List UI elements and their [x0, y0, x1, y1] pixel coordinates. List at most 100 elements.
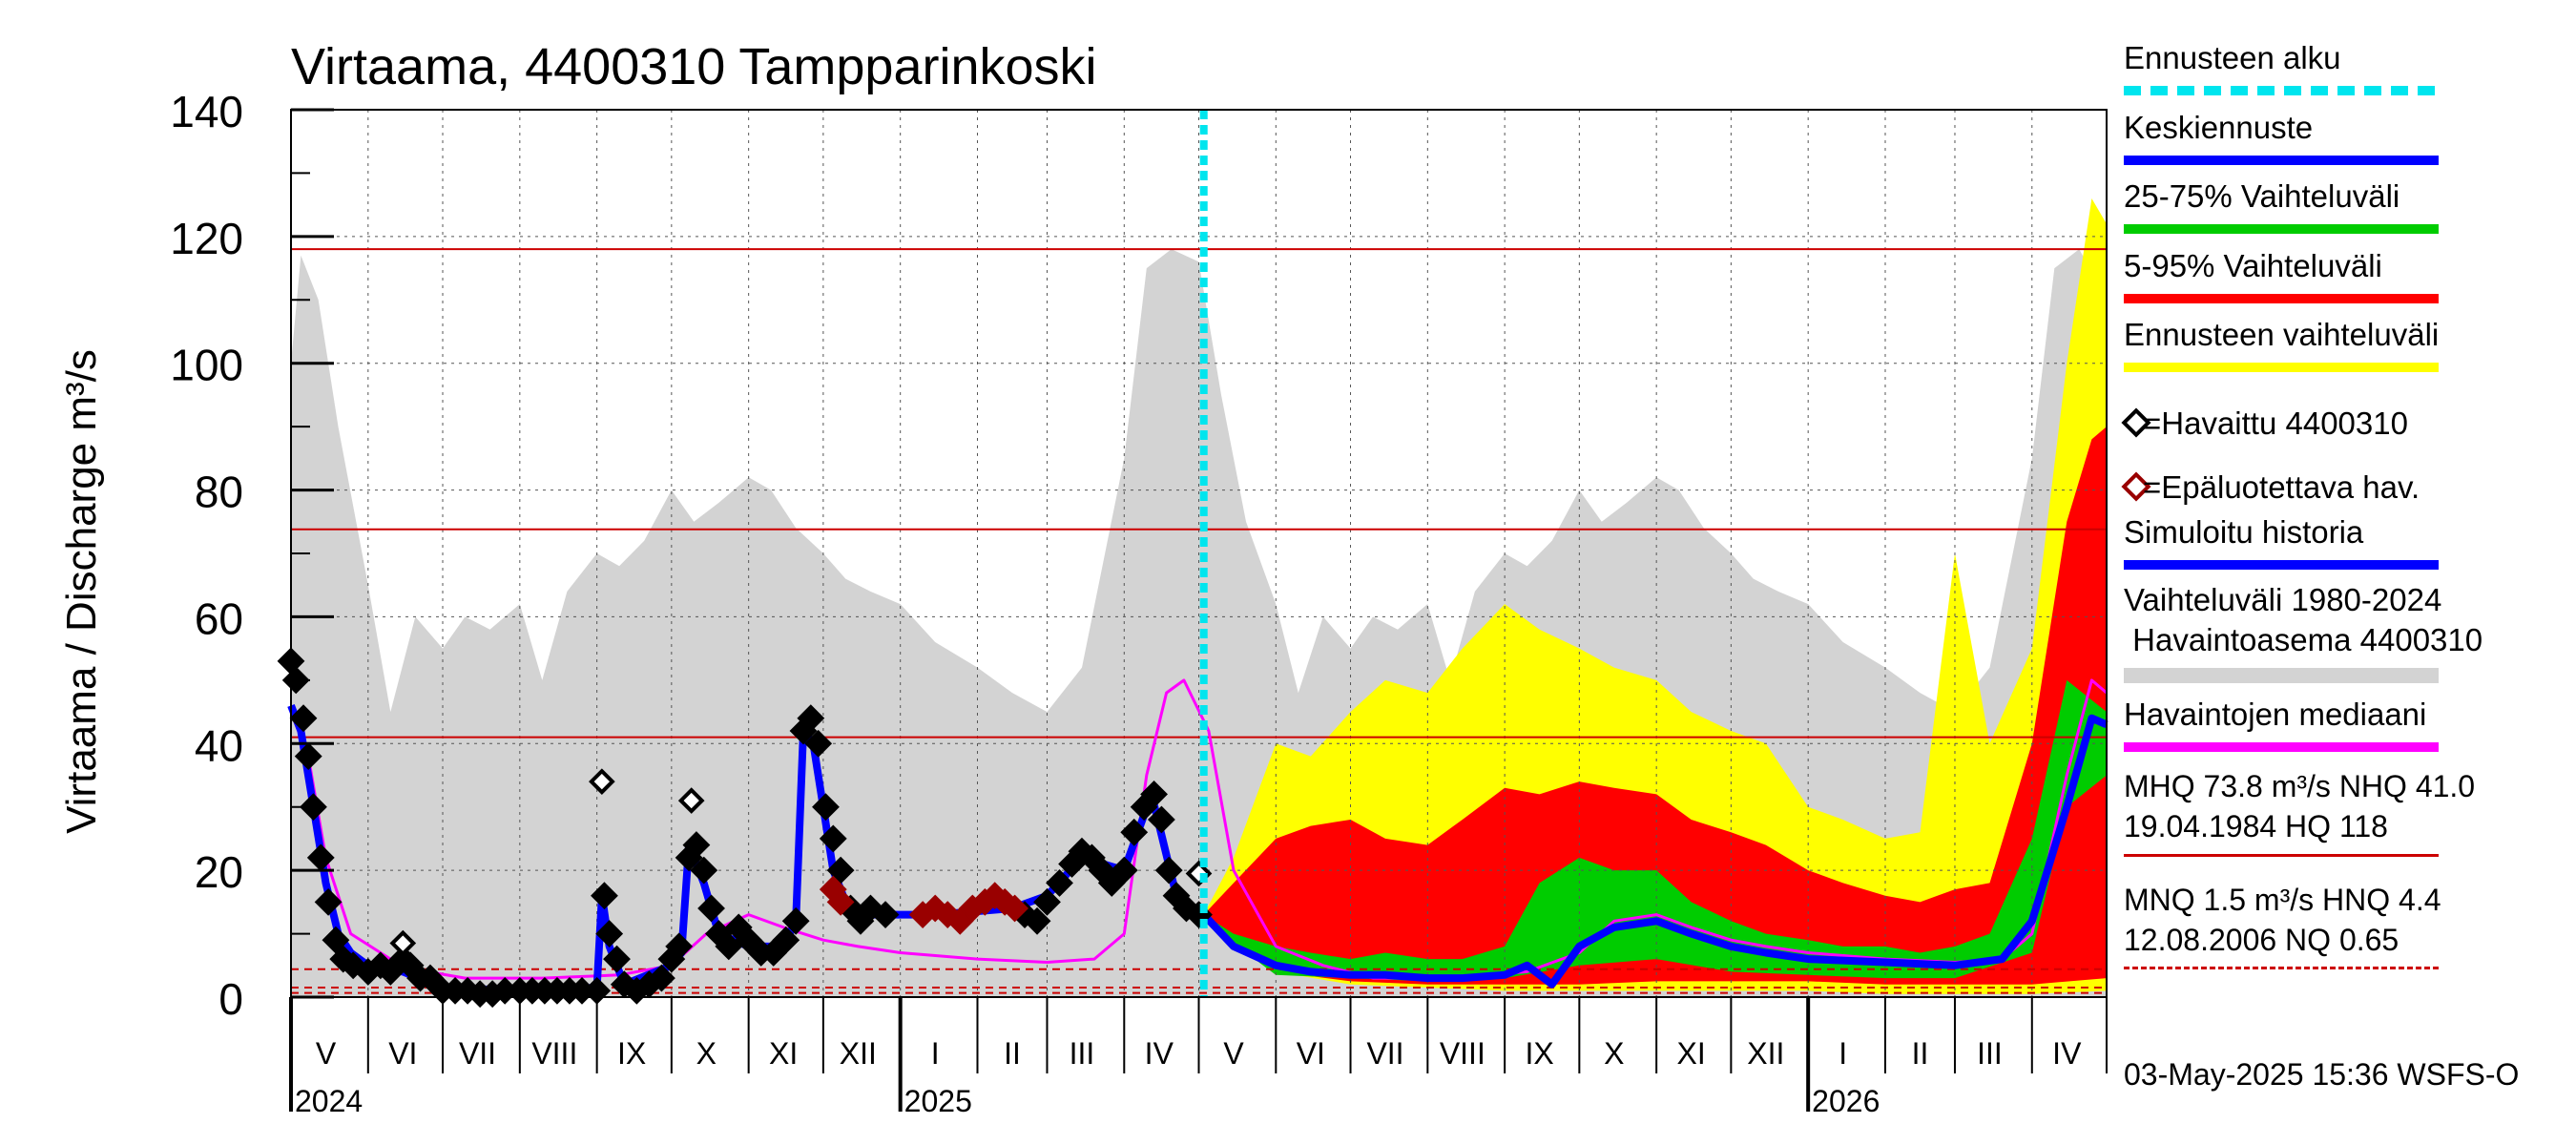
observation-marker	[1046, 869, 1073, 897]
y-tick-label: 40	[195, 720, 243, 770]
timestamp: 03-May-2025 15:36 WSFS-O	[2124, 1057, 2520, 1092]
legend-label: 5-95% Vaihteluväli	[2124, 248, 2382, 283]
observation-marker	[294, 742, 322, 770]
legend-swatch	[2124, 742, 2439, 752]
observation-marker	[812, 793, 840, 822]
x-month-label: X	[696, 1036, 717, 1071]
observation-marker	[690, 856, 718, 885]
legend-swatch	[2124, 224, 2439, 234]
x-month-label: III	[1977, 1036, 2003, 1071]
x-month-label: VIII	[1440, 1036, 1485, 1071]
observation-marker	[1110, 856, 1138, 885]
legend-label: =Havaittu 4400310	[2143, 406, 2408, 441]
legend-label: 25-75% Vaihteluväli	[2124, 178, 2400, 214]
observation-marker	[1140, 781, 1168, 808]
legend-label: =Epäluotettava hav.	[2143, 469, 2420, 505]
observation-marker	[1001, 894, 1029, 923]
legend-swatch	[2124, 156, 2439, 165]
legend-label: Simuloitu historia	[2124, 514, 2364, 550]
median-line	[289, 678, 2108, 980]
x-month-label: V	[316, 1036, 337, 1071]
observation-marker	[772, 926, 800, 954]
x-month-label: X	[1604, 1036, 1624, 1071]
observation-marker	[1023, 906, 1051, 935]
observation-marker	[648, 964, 675, 992]
x-month-label: V	[1223, 1036, 1244, 1071]
y-tick-label: 100	[170, 341, 243, 390]
observation-marker	[591, 882, 618, 910]
observation-marker	[819, 824, 847, 853]
observation-marker	[339, 951, 367, 980]
legend-label: Ennusteen vaihteluväli	[2124, 317, 2440, 352]
legend-swatch	[2124, 294, 2439, 303]
stats-hq: 19.04.1984 HQ 118	[2124, 809, 2388, 843]
observation-marker	[289, 704, 318, 733]
x-month-label: VI	[1297, 1036, 1325, 1071]
x-year-label: 2025	[904, 1084, 972, 1118]
legend-label: Ennusteen alku	[2124, 40, 2341, 75]
x-month-label: VI	[388, 1036, 417, 1071]
y-tick-label: 140	[170, 87, 243, 136]
legend-swatch	[2124, 363, 2439, 372]
legend-label: Havaintojen mediaani	[2124, 697, 2427, 732]
observation-marker	[715, 932, 743, 961]
unreliable-markers	[819, 875, 1029, 935]
x-month-label: XII	[1747, 1036, 1784, 1071]
observation-marker	[697, 894, 725, 923]
y-tick-label: 60	[195, 593, 243, 643]
x-year-label: 2026	[1812, 1084, 1880, 1118]
stats-mhq: MHQ 73.8 m³/s NHQ 41.0	[2124, 769, 2476, 803]
y-axis: 0 20 40 60 80 100 120 140	[170, 87, 334, 1024]
x-month-label: IV	[1145, 1036, 1174, 1071]
observation-marker	[1033, 887, 1061, 916]
observation-marker-open	[677, 787, 705, 814]
x-month-label: II	[1004, 1036, 1021, 1071]
x-year-label: 2024	[295, 1084, 363, 1118]
observation-marker-open	[389, 929, 417, 957]
observation-marker	[322, 926, 350, 954]
y-tick-label: 80	[195, 468, 243, 517]
legend-label: Vaihteluväli 1980-2024 Havaintoasema 440…	[2124, 582, 2483, 657]
observation-marker	[665, 932, 694, 961]
x-month-label: II	[1912, 1036, 1929, 1071]
stats-hq-line	[2124, 854, 2439, 857]
x-month-label: III	[1070, 1036, 1095, 1071]
forecast-mean-line	[1200, 714, 2109, 989]
legend-swatch	[2124, 86, 2439, 95]
chart-title: Virtaama, 4400310 Tampparinkoski	[291, 38, 1097, 95]
x-month-label: VIII	[531, 1036, 577, 1071]
x-axis: V VI VII VIII IX X XI XII I II III IV V VI VII VIII IX X X…	[289, 997, 2108, 1118]
observation-marker	[781, 906, 810, 935]
observation-marker	[314, 887, 343, 916]
x-month-label: IX	[617, 1036, 646, 1071]
observation-marker	[1154, 856, 1183, 885]
stats-mnq: MNQ 1.5 m³/s HNQ 4.4	[2124, 883, 2441, 917]
y-tick-label: 0	[218, 974, 243, 1024]
x-month-label: XI	[1677, 1036, 1706, 1071]
observation-marker	[1147, 805, 1175, 834]
observation-marker	[826, 856, 855, 885]
observation-marker-open	[589, 768, 615, 795]
observation-marker	[682, 831, 711, 859]
observation-marker	[1120, 818, 1149, 846]
observation-marker	[595, 920, 624, 947]
y-tick-label: 20	[195, 847, 243, 897]
forecast-range-band	[1203, 198, 2107, 994]
stats-nq-line	[2124, 967, 2439, 969]
observed-markers	[277, 647, 1213, 1009]
x-month-label: XI	[769, 1036, 798, 1071]
observation-marker	[826, 887, 855, 916]
observation-marker	[804, 729, 833, 758]
y-axis-label: Virtaama / Discharge m³/s	[58, 349, 105, 834]
x-month-label: VII	[459, 1036, 496, 1071]
x-month-label: VII	[1366, 1036, 1403, 1071]
legend-swatch	[2124, 560, 2439, 570]
y-tick-label: 120	[170, 214, 243, 263]
observation-marker	[797, 704, 825, 733]
p5-95-band	[1203, 427, 2107, 985]
x-month-label: I	[931, 1036, 940, 1071]
legend-label: Keskiennuste	[2124, 110, 2314, 145]
observation-marker	[871, 901, 900, 929]
observation-marker	[603, 945, 631, 973]
